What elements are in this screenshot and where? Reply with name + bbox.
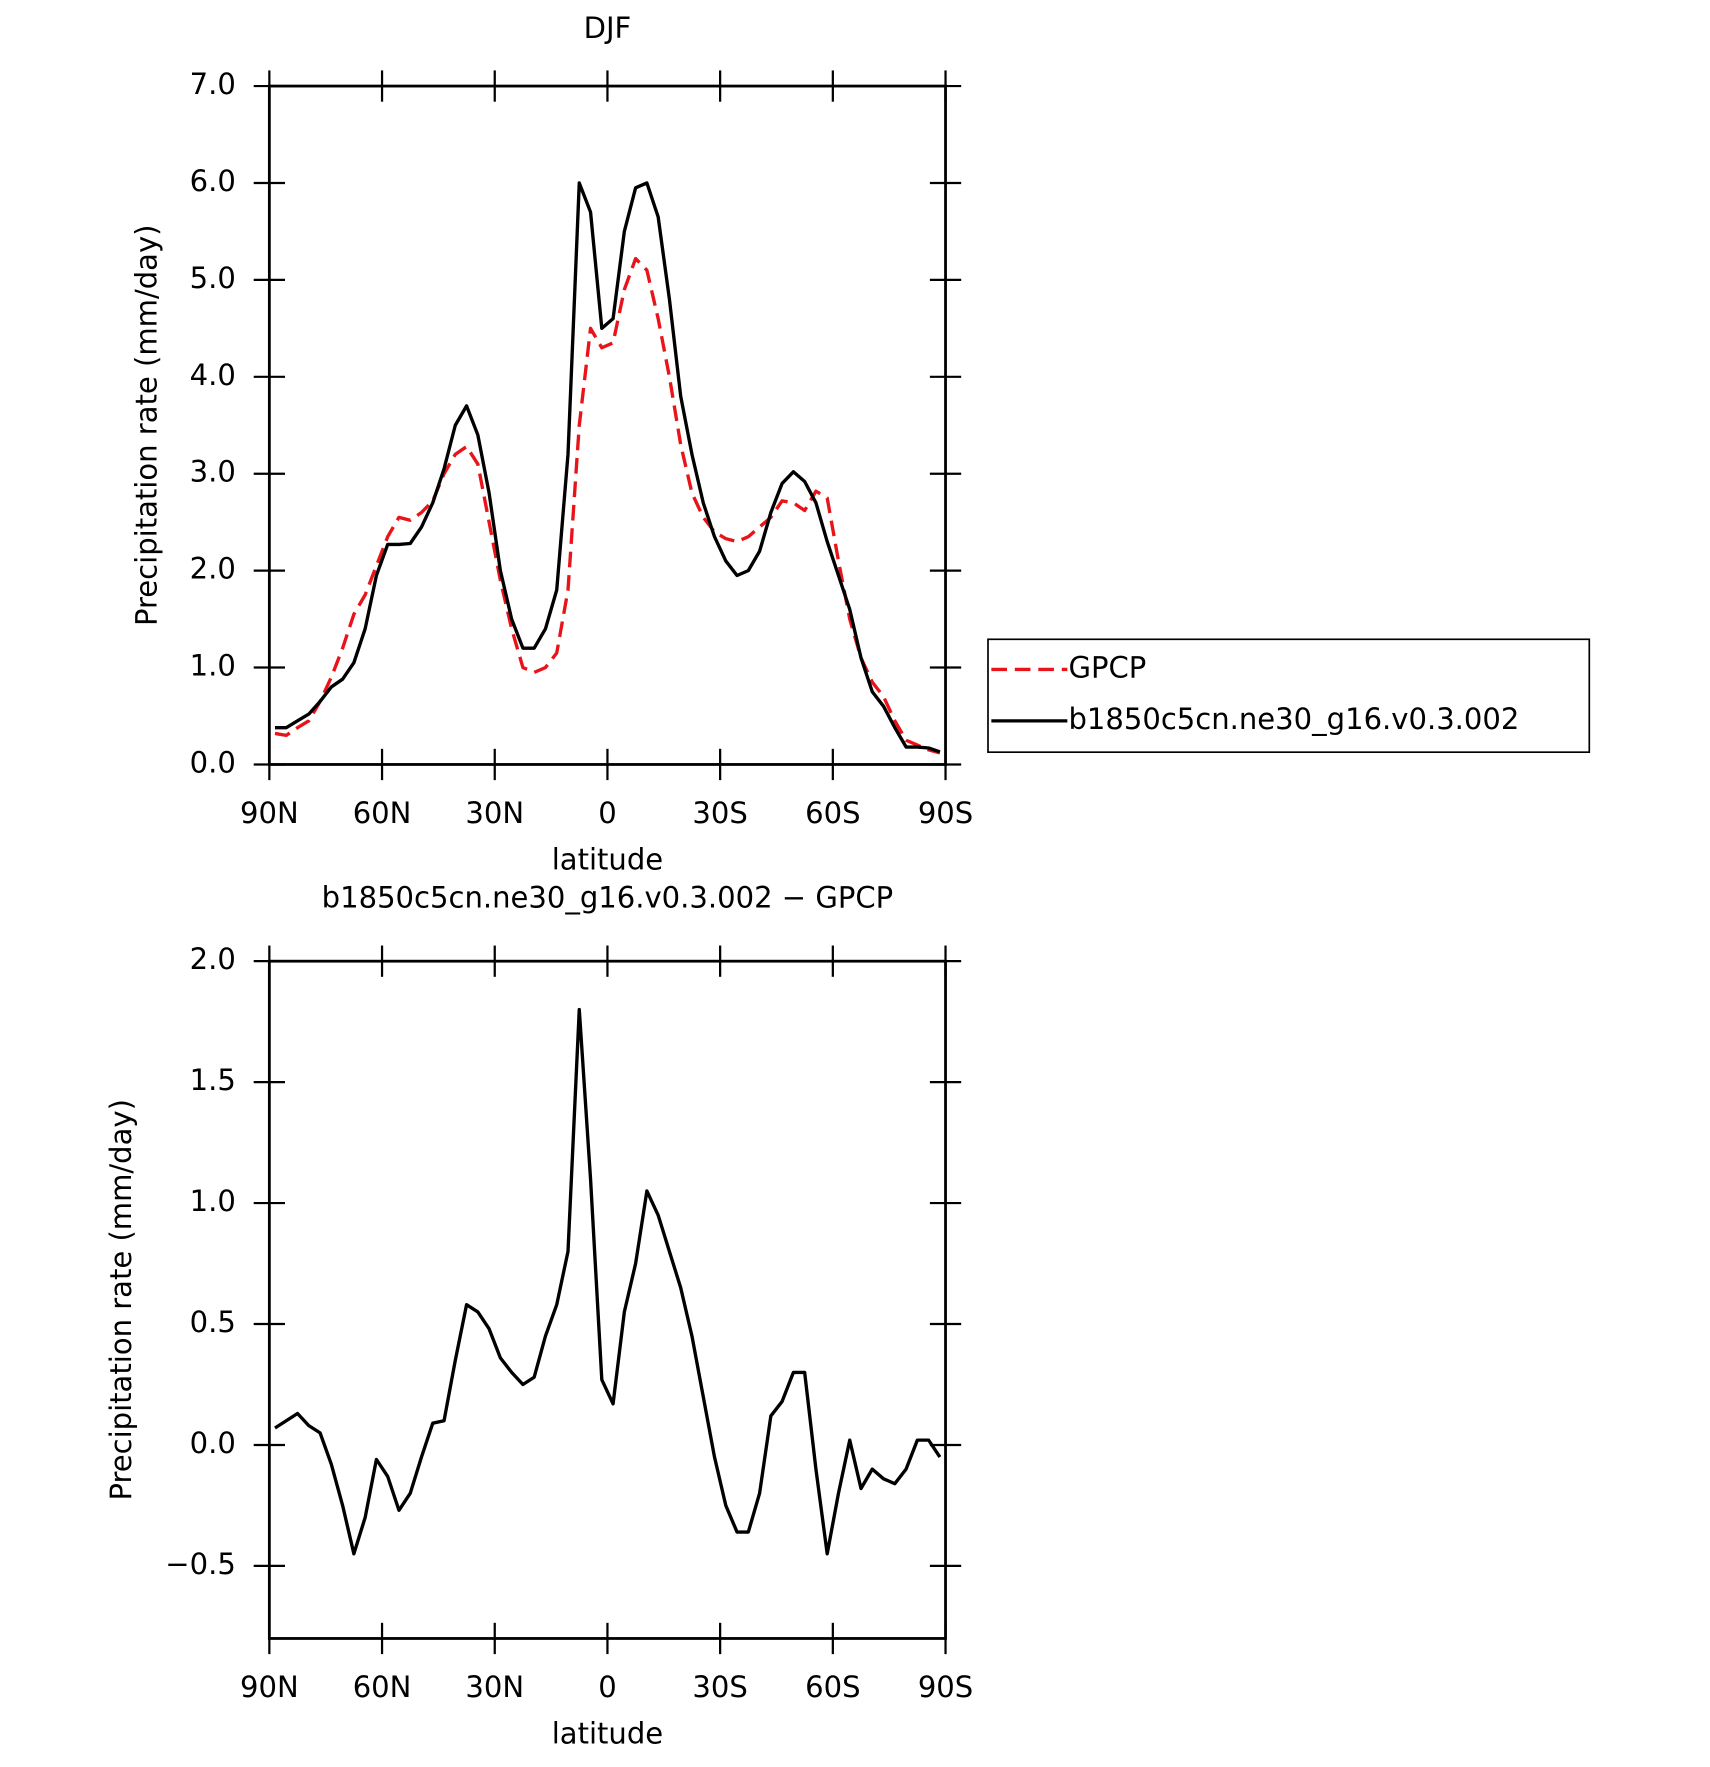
y-tick-label: 1.5 — [190, 1063, 236, 1097]
x-tick-label: 60N — [353, 796, 412, 830]
y-tick-label: 6.0 — [190, 164, 236, 198]
x-tick-label: 90S — [918, 1670, 973, 1704]
legend-label: b1850c5cn.ne30_g16.v0.3.002 — [1068, 702, 1519, 736]
x-tick-label: 60S — [805, 1670, 860, 1704]
x-tick-label: 30S — [692, 796, 747, 830]
x-tick-label: 0 — [598, 1670, 616, 1704]
legend-box — [987, 638, 1591, 754]
y-tick-label: 0.5 — [190, 1305, 236, 1339]
data-line — [274, 1007, 942, 1556]
x-tick-label: 90N — [240, 796, 299, 830]
y-tick-label: 3.0 — [190, 455, 236, 489]
x-axis-label: latitude — [552, 1717, 663, 1751]
x-tick-label: 30N — [465, 1670, 524, 1704]
y-tick-label: 0.0 — [190, 745, 236, 779]
x-tick-label: 60S — [805, 796, 860, 830]
y-tick-label: 1.0 — [190, 649, 236, 683]
plot-frame — [267, 959, 947, 1640]
y-tick-label: 1.0 — [190, 1184, 236, 1218]
data-line — [274, 181, 941, 754]
y-tick-label: 2.0 — [190, 552, 236, 586]
y-tick-label: 7.0 — [190, 67, 236, 101]
chart-title: b1850c5cn.ne30_g16.v0.3.002 − GPCP — [322, 881, 894, 915]
x-axis-label: latitude — [552, 843, 663, 877]
plot-frame — [267, 84, 947, 766]
x-tick-label: 0 — [598, 796, 616, 830]
y-tick-label: −0.5 — [165, 1547, 236, 1581]
y-tick-label: 2.0 — [190, 942, 236, 976]
y-axis-label: Precipitation rate (mm/day) — [104, 1099, 138, 1501]
y-tick-label: 5.0 — [190, 261, 236, 295]
y-tick-label: 4.0 — [190, 358, 236, 392]
chart-title: DJF — [584, 11, 632, 45]
x-tick-label: 60N — [353, 1670, 412, 1704]
x-tick-label: 90S — [918, 796, 973, 830]
x-tick-label: 30N — [465, 796, 524, 830]
y-axis-label: Precipitation rate (mm/day) — [130, 225, 164, 627]
x-tick-label: 90N — [240, 1670, 299, 1704]
data-line — [274, 256, 941, 755]
y-tick-label: 0.0 — [190, 1426, 236, 1460]
x-tick-label: 30S — [692, 1670, 747, 1704]
legend-label: GPCP — [1068, 650, 1146, 684]
